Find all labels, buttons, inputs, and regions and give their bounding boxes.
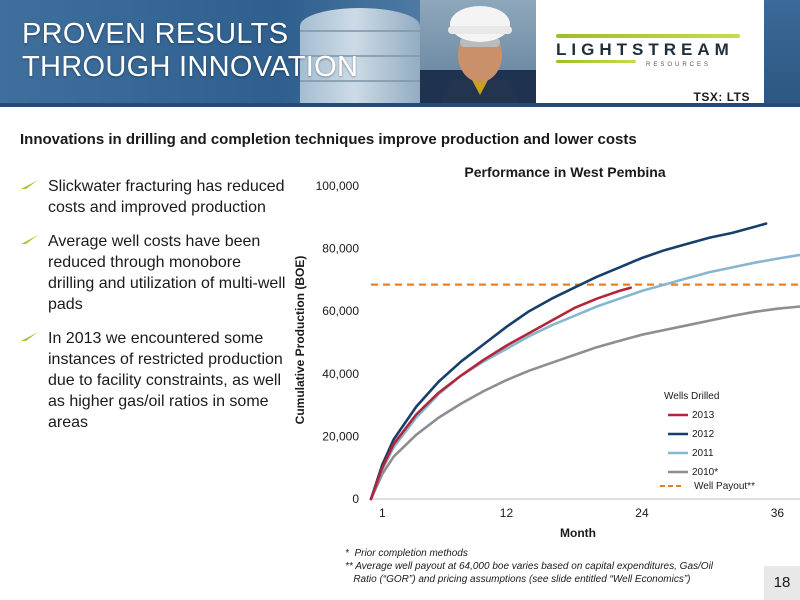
y-tick-label: 60,000	[322, 304, 359, 318]
green-arrow-icon	[21, 332, 38, 341]
series-line-2013	[369, 286, 632, 501]
legend-label: 2012	[692, 429, 715, 440]
legend-label: 2010*	[692, 467, 718, 478]
page-number: 18	[764, 566, 800, 600]
green-arrow-icon	[21, 235, 38, 244]
footnote-payout: ** Average well payout at 64,000 boe var…	[345, 561, 714, 572]
legend-label: 2013	[692, 410, 715, 421]
bullet-text: Slickwater fracturing has reduced costs …	[48, 178, 285, 216]
bullet-text: Average well costs have been reduced thr…	[48, 233, 286, 313]
header-divider	[0, 103, 800, 107]
x-tick-label: 36	[771, 506, 785, 520]
worker-photo	[420, 0, 540, 107]
y-tick-label: 80,000	[322, 242, 359, 256]
x-axis-label: Month	[560, 526, 596, 540]
tank-rail	[300, 80, 420, 82]
title-line-1: PROVEN RESULTS	[22, 18, 289, 50]
x-tick-label: 12	[500, 506, 514, 520]
axes-group: 0 20,000 40,000 60,000 80,000 100,000 1 12 24 36	[316, 179, 800, 520]
company-logo-box: LIGHTSTREAM RESOURCES	[536, 0, 764, 107]
slide-title: PROVEN RESULTS THROUGH INNOVATION	[22, 18, 358, 84]
series-line-2012	[369, 222, 768, 501]
slide-subtitle: Innovations in drilling and completion t…	[20, 131, 637, 148]
series-line-2010	[369, 305, 800, 501]
bullet-text: In 2013 we encountered some instances of…	[48, 330, 283, 431]
slide-header: PROVEN RESULTS THROUGH INNOVATION LIGHTS…	[0, 0, 800, 107]
y-tick-label: 0	[352, 492, 359, 506]
y-axis-label: Cumulative Production (BOE)	[293, 256, 307, 425]
y-tick-label: 20,000	[322, 429, 359, 443]
y-tick-label: 40,000	[322, 367, 359, 381]
stock-ticker: TSX: LTS	[693, 90, 750, 104]
header-side-band	[764, 0, 800, 107]
green-arrow-icon	[21, 180, 38, 189]
footnote-prior-methods: * Prior completion methods	[345, 548, 468, 559]
title-line-2: THROUGH INNOVATION	[22, 51, 359, 83]
company-logo-subtext: RESOURCES	[646, 62, 712, 68]
legend-label-payout: Well Payout**	[694, 481, 755, 492]
series-line-2011	[369, 253, 800, 501]
chart-container: Performance in West Pembina Cumulative P…	[290, 160, 800, 550]
y-tick-label: 100,000	[316, 179, 360, 193]
chart-legend: Wells Drilled 2013 2012 2011 2010* Well Payou…	[660, 391, 755, 492]
production-chart: Performance in West Pembina Cumulative P…	[293, 164, 800, 540]
x-tick-label: 1	[379, 506, 386, 520]
company-logo: LIGHTSTREAM	[556, 40, 734, 59]
legend-label: 2011	[692, 448, 714, 459]
x-tick-label: 24	[635, 506, 649, 520]
footnotes: * Prior completion methods ** Average we…	[345, 547, 713, 586]
bullet-item: Slickwater fracturing has reduced costs …	[18, 176, 288, 218]
chart-title: Performance in West Pembina	[464, 164, 665, 180]
tank-rail	[300, 30, 420, 32]
footnote-payout-cont: Ratio (“GOR”) and pricing assumptions (s…	[345, 574, 691, 585]
series-lines	[369, 222, 800, 501]
logo-swoosh	[556, 60, 636, 63]
bullet-item: In 2013 we encountered some instances of…	[18, 328, 288, 433]
legend-title: Wells Drilled	[664, 391, 719, 402]
worker-illustration	[420, 6, 540, 107]
logo-swoosh	[556, 34, 740, 38]
bullet-list: Slickwater fracturing has reduced costs …	[18, 176, 288, 446]
tank-rail	[300, 55, 420, 57]
bullet-item: Average well costs have been reduced thr…	[18, 231, 288, 315]
